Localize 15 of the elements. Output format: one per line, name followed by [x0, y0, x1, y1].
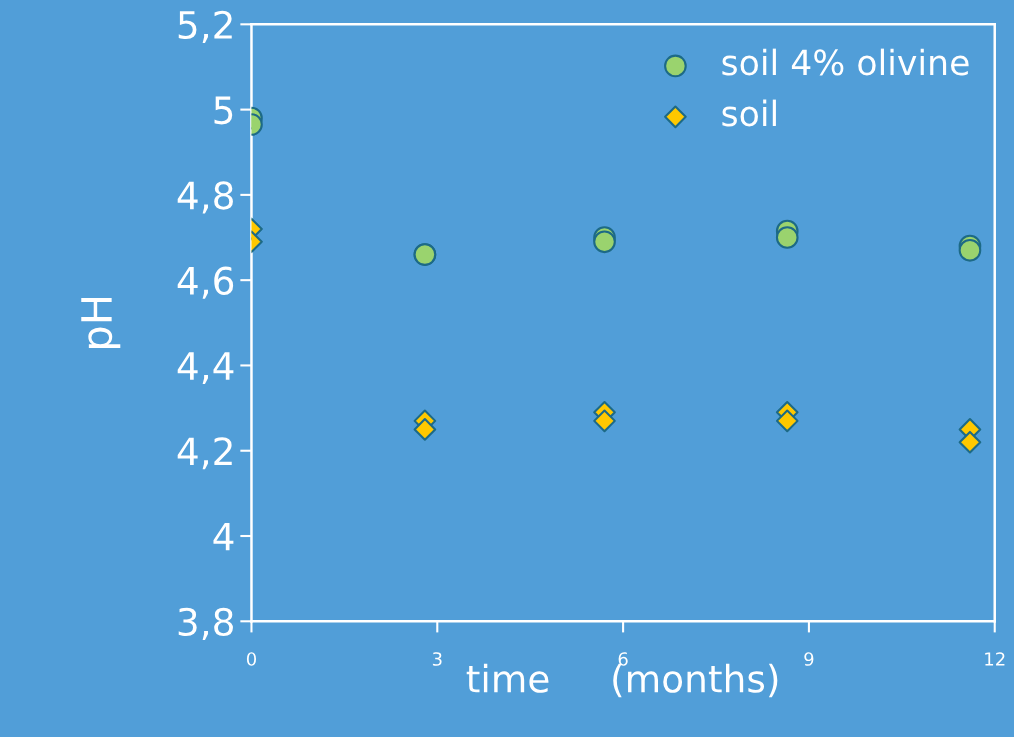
y-tick-label: 4,8: [177, 181, 233, 214]
y-tick-label: 3,8: [178, 607, 233, 640]
x-tick-label: 3: [432, 652, 442, 666]
legend-label: soil 4% olivine: [722, 48, 969, 76]
legend-label: soil: [722, 99, 776, 127]
y-tick-label: 4: [213, 522, 234, 551]
y-axis-title: pH: [81, 298, 121, 348]
y-tick-label: 5,2: [178, 10, 232, 43]
y-tick-label: 4,6: [177, 266, 234, 299]
y-tick-label: 5: [214, 96, 233, 125]
x-tick-label: 9: [804, 652, 814, 666]
y-tick-label: 4,2: [177, 437, 232, 470]
x-tick-label: 12: [985, 652, 1005, 666]
y-tick-label: 4,4: [177, 352, 234, 385]
x-tick-label: 0: [246, 652, 257, 666]
